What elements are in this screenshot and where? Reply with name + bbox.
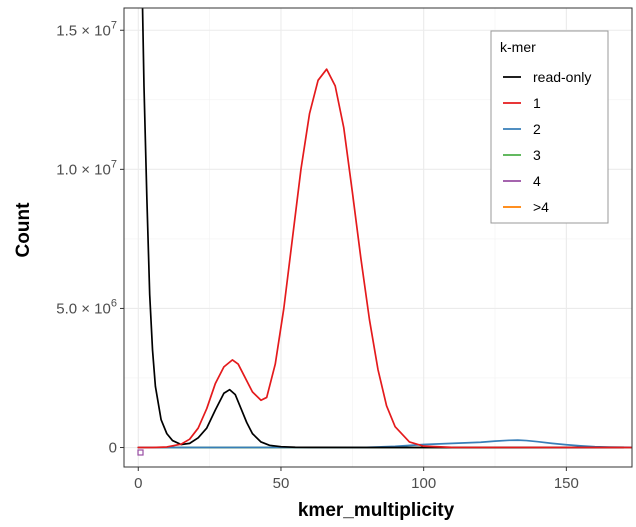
- legend-label-1: read-only: [533, 69, 591, 85]
- series-line-2: [137, 68, 632, 449]
- y-tick-label: 0: [109, 440, 117, 457]
- y-tick-label: 1.0 × 107: [56, 158, 117, 178]
- legend-label-2: 1: [533, 95, 541, 111]
- legend-label-4: 3: [533, 147, 541, 163]
- y-axis-title: Count: [13, 202, 34, 258]
- series-line-3: [137, 439, 632, 449]
- legend: k-mer read-only 1 2 3 4 >4: [490, 30, 609, 224]
- y-axis-ticks: 0 5.0 × 106 1.0 × 107 1.5 × 107: [56, 19, 124, 457]
- plot-panel-border: [123, 7, 633, 468]
- series-lines: [137, 8, 632, 449]
- legend-label-6: >4: [533, 199, 549, 215]
- legend-box: [490, 30, 609, 224]
- x-axis-ticks: 0 50 100 150: [134, 467, 579, 492]
- legend-title: k-mer: [500, 39, 536, 55]
- x-tick-label: 150: [554, 475, 579, 492]
- x-tick-label: 50: [273, 475, 290, 492]
- legend-label-3: 2: [533, 121, 541, 137]
- x-axis-title: kmer_multiplicity: [298, 500, 455, 521]
- series-line-1: [141, 8, 625, 449]
- x-tick-label: 100: [411, 475, 436, 492]
- x-tick-label: 0: [134, 475, 142, 492]
- legend-label-5: 4: [533, 173, 541, 189]
- legend-items: read-only 1 2 3 4 >4: [503, 69, 591, 215]
- y-tick-label: 1.5 × 107: [56, 19, 117, 39]
- origin-marker: [137, 449, 144, 456]
- y-tick-label: 5.0 × 106: [56, 297, 117, 317]
